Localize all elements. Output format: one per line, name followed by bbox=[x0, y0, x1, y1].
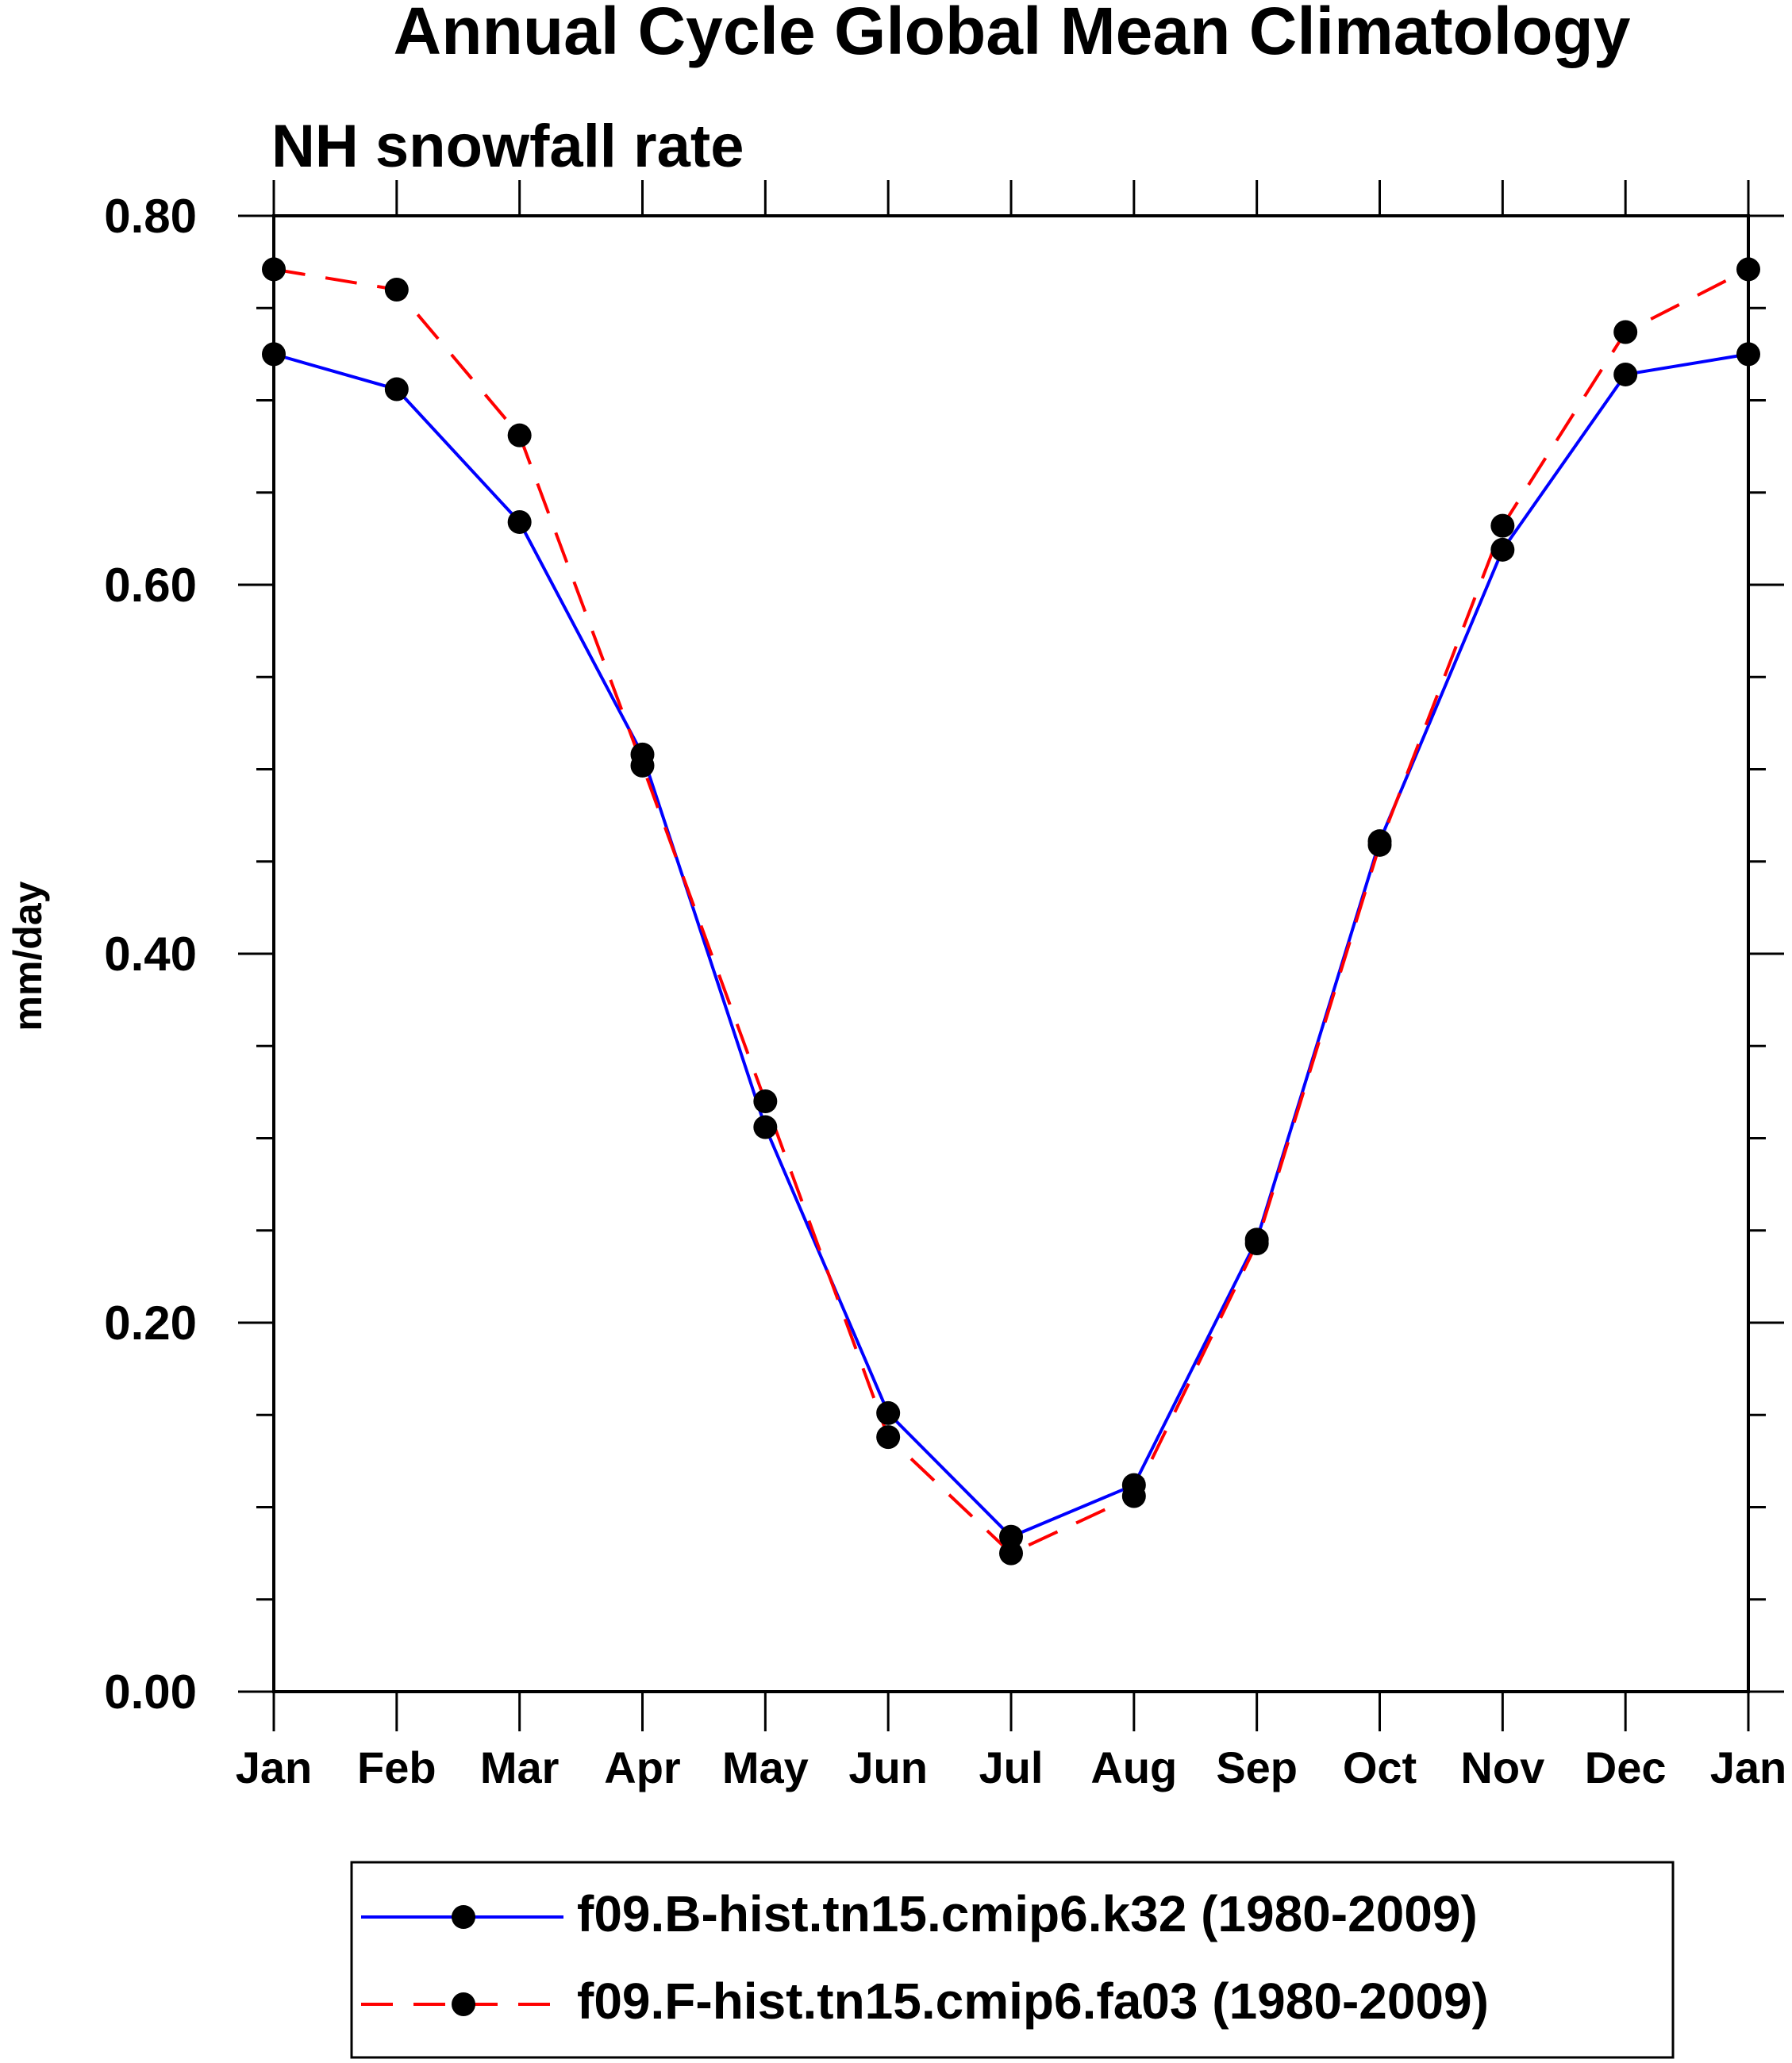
plot-frame bbox=[272, 214, 1750, 1693]
legend-box bbox=[350, 1861, 1675, 2059]
y-tick-label: 0.40 bbox=[104, 928, 197, 981]
x-tick-label: Oct bbox=[1343, 1742, 1417, 1792]
series-2-point bbox=[1121, 1484, 1146, 1508]
series-group bbox=[262, 257, 1760, 1565]
y-axis-label: mm/day bbox=[6, 881, 50, 1031]
x-tick-label: Jan bbox=[1710, 1742, 1787, 1792]
series-line-2 bbox=[273, 267, 1749, 1556]
x-tick-label: Jun bbox=[848, 1742, 928, 1792]
chart-subtitle: NH snowfall rate bbox=[271, 113, 744, 180]
x-tick-label: Jan bbox=[236, 1742, 313, 1792]
series-1-point bbox=[999, 1524, 1023, 1549]
x-tick-label: Sep bbox=[1216, 1742, 1298, 1792]
series-2-point bbox=[999, 1541, 1023, 1565]
series-2-point bbox=[262, 257, 286, 282]
x-tick-label: May bbox=[722, 1742, 809, 1792]
series-1-point bbox=[384, 377, 409, 401]
series-1-point bbox=[1613, 362, 1638, 386]
series-2-point bbox=[507, 423, 532, 448]
legend-label-1: f09.B-hist.tn15.cmip6.k32 (1980-2009) bbox=[577, 1885, 1478, 1942]
series-2-point bbox=[630, 753, 655, 778]
series-2-point bbox=[876, 1425, 901, 1450]
series-1-point bbox=[1490, 537, 1515, 562]
series-1-point bbox=[1736, 342, 1760, 367]
series-2-point bbox=[1490, 513, 1515, 538]
series-2-point bbox=[384, 278, 409, 302]
x-tick-label: Aug bbox=[1090, 1742, 1177, 1792]
series-2-point bbox=[1613, 320, 1638, 344]
legend-marker-1 bbox=[452, 1905, 475, 1929]
series-1-point bbox=[753, 1115, 778, 1139]
series-2-point bbox=[753, 1089, 778, 1113]
x-tick-label: Mar bbox=[480, 1742, 560, 1792]
y-tick-label: 0.00 bbox=[104, 1665, 197, 1719]
series-line-1 bbox=[273, 352, 1749, 1539]
y-tick-label: 0.60 bbox=[104, 559, 197, 612]
chart-title: Annual Cycle Global Mean Climatology bbox=[394, 0, 1631, 68]
y-tick-label: 0.80 bbox=[104, 190, 197, 243]
x-tick-labels: Jan Feb Mar Apr May Jun Jul Aug Sep Oct Nov Dec Jan bbox=[236, 1742, 1787, 1792]
legend-marker-2 bbox=[452, 1992, 475, 2016]
x-tick-label: Dec bbox=[1585, 1742, 1667, 1792]
series-2-point bbox=[1244, 1231, 1269, 1256]
legend-item-1: f09.B-hist.tn15.cmip6.k32 (1980-2009) bbox=[361, 1885, 1478, 1942]
series-2-point bbox=[1736, 257, 1760, 282]
series-1-point bbox=[876, 1400, 901, 1425]
legend-item-2: f09.F-hist.tn15.cmip6.fa03 (1980-2009) bbox=[361, 1973, 1489, 2030]
series-1-point bbox=[507, 509, 532, 534]
y-tick-labels: 0.00 0.20 0.40 0.60 0.80 bbox=[104, 190, 197, 1719]
y-tick-label: 0.20 bbox=[104, 1297, 197, 1350]
axis-ticks bbox=[238, 180, 1784, 1731]
series-2-point bbox=[1367, 832, 1392, 857]
x-tick-label: Apr bbox=[604, 1742, 680, 1792]
x-tick-label: Feb bbox=[357, 1742, 436, 1792]
x-tick-label: Jul bbox=[979, 1742, 1044, 1792]
x-tick-label: Nov bbox=[1460, 1742, 1544, 1792]
series-1-point bbox=[262, 342, 286, 367]
legend-label-2: f09.F-hist.tn15.cmip6.fa03 (1980-2009) bbox=[577, 1973, 1489, 2030]
